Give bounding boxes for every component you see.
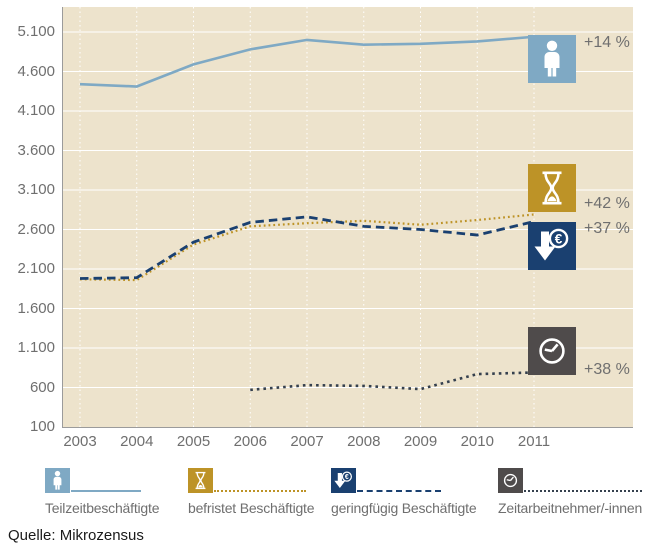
legend-line-swatch xyxy=(71,490,141,492)
x-axis-label: 2003 xyxy=(63,433,97,450)
legend-label: befristet Beschäftigte xyxy=(188,500,315,516)
person-icon-badge xyxy=(528,35,576,83)
series-line-2 xyxy=(79,215,535,280)
y-axis-label: 2.100 xyxy=(17,260,55,277)
y-axis-label: 600 xyxy=(29,378,55,396)
legend-item: befristet Beschäftigte xyxy=(188,468,315,516)
clock-icon-badge xyxy=(528,327,576,375)
legend-line-swatch xyxy=(214,490,306,492)
hourglass-icon xyxy=(528,164,576,212)
change-label-zeitarbeit: +38 % xyxy=(584,361,630,378)
euro-down-arrow-icon-badge xyxy=(528,222,576,270)
legend-label: geringfügig Beschäftigte xyxy=(331,500,477,516)
y-axis-label: 4.600 xyxy=(17,62,55,80)
euro-down-icon xyxy=(331,468,356,493)
clock-icon xyxy=(528,327,576,375)
legend-label: Zeitarbeitnehmer/-innen xyxy=(498,500,643,516)
series-line-0 xyxy=(79,35,535,88)
legend-line-swatch xyxy=(524,490,642,492)
legend-line-swatch xyxy=(357,490,441,492)
clock-icon xyxy=(498,468,523,493)
x-axis-label: 2008 xyxy=(347,433,381,450)
x-axis-label: 2011 xyxy=(517,433,551,450)
y-axis-label: 100 xyxy=(29,418,55,435)
person-icon xyxy=(528,35,576,83)
x-axis-label: 2010 xyxy=(460,433,494,450)
change-label-teilzeit: +14 % xyxy=(584,34,630,51)
series-line-1 xyxy=(79,213,535,282)
source-note: Quelle: Mikrozensus xyxy=(8,527,144,544)
y-axis-label: 3.100 xyxy=(17,181,55,198)
legend-item: Teilzeitbeschäftigte xyxy=(45,468,159,516)
legend-item: Zeitarbeitnehmer/-innen xyxy=(498,468,642,516)
chart-legend: Teilzeitbeschäftigte befristet Beschäfti… xyxy=(0,0,668,516)
y-axis-label: 4.100 xyxy=(17,102,55,119)
series-line-3 xyxy=(250,371,535,392)
x-axis-label: 2004 xyxy=(120,433,154,450)
y-axis-label: 3.600 xyxy=(17,141,55,159)
change-label-geringfuegig: +37 % xyxy=(584,220,630,237)
legend-label: Teilzeitbeschäftigte xyxy=(45,500,160,516)
line-chart: 100 600 1.100 1.600 2.100 2.600 3.100 3.600 4.10… xyxy=(17,7,633,450)
y-axis-label: 5.100 xyxy=(17,23,55,40)
x-axis-label: 2006 xyxy=(233,433,267,450)
x-axis-label: 2009 xyxy=(403,433,438,450)
x-axis-label: 2005 xyxy=(176,433,211,450)
euro-down-arrow-icon xyxy=(528,222,576,270)
y-axis-label: 2.600 xyxy=(17,220,55,238)
person-icon xyxy=(45,468,70,493)
x-axis-label: 2007 xyxy=(290,433,324,450)
change-label-befristet: +42 % xyxy=(584,195,630,212)
y-axis-label: 1.100 xyxy=(17,339,55,356)
legend-item: geringfügig Beschäftigte xyxy=(331,468,477,516)
y-axis-label: 1.600 xyxy=(17,299,55,317)
hourglass-icon xyxy=(188,468,213,493)
hourglass-icon-badge xyxy=(528,164,576,212)
